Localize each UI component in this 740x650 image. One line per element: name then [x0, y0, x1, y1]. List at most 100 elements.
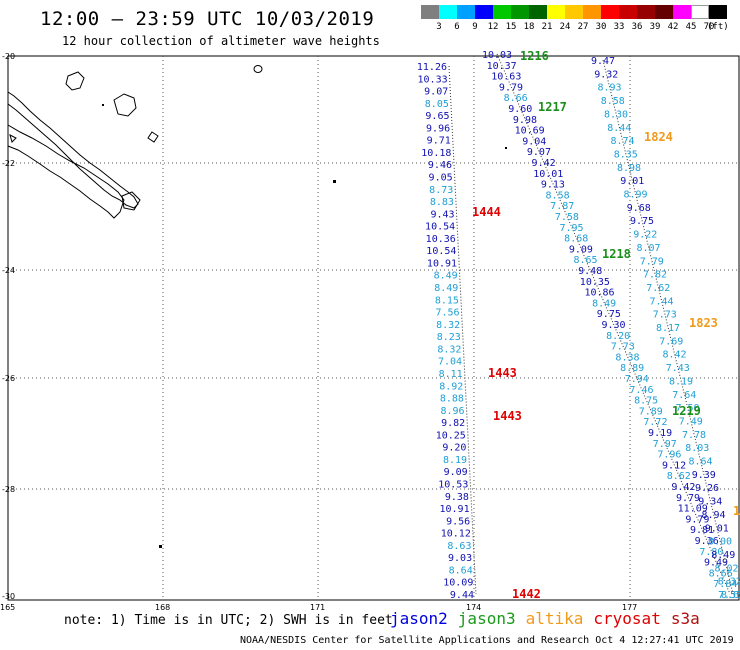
scale-label: 21: [541, 22, 553, 32]
legend-cryosat: cryosat: [593, 609, 661, 628]
track3-value: 9.47: [591, 56, 615, 67]
scale-swatch: [439, 5, 457, 19]
track3-value: 8.93: [597, 83, 621, 94]
track1-value: 8.32: [436, 320, 460, 331]
lat-label: -20: [2, 52, 15, 61]
track3-value: 7.44: [649, 296, 673, 307]
track2-value: 9.13: [541, 180, 565, 191]
lat-label: -30: [2, 592, 15, 601]
track1-value: 7.04: [438, 357, 462, 368]
track1-value: 9.96: [426, 123, 450, 134]
track1-value: 9.20: [442, 443, 466, 454]
track1-value: 7.56: [435, 308, 459, 319]
track1-value: 10.09: [443, 578, 473, 589]
track3-value: 7.43: [666, 363, 690, 374]
track2-value: 9.48: [578, 266, 602, 277]
scale-swatch: [493, 5, 511, 19]
track2-value: 9.42: [532, 158, 556, 169]
scale-swatch: [583, 5, 601, 19]
track3-value: 8.66: [721, 590, 740, 601]
coastline: [7, 65, 507, 548]
scale-label: 45: [685, 22, 697, 32]
track2-value: 7.58: [555, 212, 579, 223]
track3-value: 8.58: [601, 96, 625, 107]
track3-value: 7.49: [679, 416, 703, 427]
pass-time-labels: 1216 1217 1218 1219 1824 1823 1 1444 1443 1443 144…: [472, 49, 740, 601]
track1-value: 8.88: [440, 394, 464, 405]
scale-label: 6: [454, 22, 460, 32]
map-frame: [7, 55, 740, 601]
track3-value: 8.07: [636, 243, 660, 254]
track1-value: 8.23: [437, 332, 461, 343]
track2-value: 10.35: [580, 277, 610, 288]
track2-value: 7.89: [639, 406, 663, 417]
scale-swatch: [511, 5, 529, 19]
track1-value: 9.09: [444, 467, 468, 478]
track3-value: 8.35: [614, 149, 638, 160]
track1-value: 8.73: [429, 185, 453, 196]
track3-value: 7.64: [672, 390, 696, 401]
altimeter-tracks: 11.2610.339.078.059.659.969.7110.189.469…: [417, 50, 740, 601]
track1-value: 11.26: [417, 62, 447, 73]
scale-label: 39: [649, 22, 661, 32]
legend-jason3: jason3: [457, 609, 516, 628]
track2-value: 8.66: [709, 568, 733, 579]
satellite-legend: jason2 jason3 altika cryosat s3a: [390, 609, 710, 628]
track1-value: 10.91: [427, 258, 457, 269]
track1-value: 9.56: [446, 516, 470, 527]
track3-value: 8.44: [607, 123, 631, 134]
track3-value: 8.49: [711, 550, 735, 561]
track3-value: 9.32: [594, 69, 618, 80]
scale-label: 33: [613, 22, 625, 32]
track3-value: 9.22: [633, 230, 657, 241]
pass-time-label: 1443: [488, 366, 517, 380]
track1-value: 9.03: [448, 553, 472, 564]
track1-value: 9.46: [428, 160, 452, 171]
track1-value: 8.63: [447, 541, 471, 552]
track3-value: 8.19: [669, 376, 693, 387]
track1-value: 8.05: [425, 99, 449, 110]
track2-value: 9.19: [648, 428, 672, 439]
scale-swatch: [619, 5, 637, 19]
scale-swatch: [673, 5, 691, 19]
track3-value: 8.98: [617, 163, 641, 174]
track2-value: 9.79: [499, 82, 523, 93]
track1-value: 8.96: [440, 406, 464, 417]
track2-value: 11.09: [678, 504, 708, 515]
pass-time-label: 1: [733, 504, 740, 518]
pass-time-label: 1218: [602, 247, 631, 261]
lat-label: -22: [2, 159, 15, 168]
track2-value: 10.69: [515, 126, 545, 137]
scale-swatch: [457, 5, 475, 19]
track2-value: 8.65: [573, 255, 597, 266]
track2-value: 9.79: [685, 514, 709, 525]
scale-label: 42: [667, 22, 679, 32]
track1-value: 10.54: [426, 246, 456, 257]
track2-value: 7.97: [653, 439, 677, 450]
scale-swatch: [691, 5, 709, 19]
track2-value: 8.62: [667, 471, 691, 482]
track2-value: 9.49: [704, 558, 728, 569]
legend-jason2: jason2: [390, 609, 448, 628]
track1-value: 10.33: [418, 74, 448, 85]
track2-value: 10.37: [487, 61, 517, 72]
track1-value: 9.38: [445, 492, 469, 503]
scale-swatch: [547, 5, 565, 19]
units-note: note: 1) Time is in UTC; 2) SWH is in fe…: [64, 613, 393, 628]
lon-label: 165: [0, 603, 15, 612]
track3-value: 7.50: [675, 403, 699, 414]
track1-value: 9.44: [450, 590, 474, 601]
track3-value: 8.94: [701, 510, 725, 521]
page-title: 12:00 – 23:59 UTC 10/03/2019: [40, 8, 375, 30]
track2-value: 7.46: [629, 385, 653, 396]
track3-value: 7.79: [640, 256, 664, 267]
track1-value: 10.91: [439, 504, 469, 515]
scale-label: 3: [436, 22, 442, 32]
track2-value: 10.01: [533, 169, 563, 180]
track3-value: 9.75: [630, 216, 654, 227]
track3-value: 8.17: [656, 323, 680, 334]
pass-time-label: 1217: [538, 100, 567, 114]
pass-time-label: 1219: [672, 404, 701, 418]
track1-value: 8.11: [439, 369, 463, 380]
track3-value: 8.64: [688, 457, 712, 468]
